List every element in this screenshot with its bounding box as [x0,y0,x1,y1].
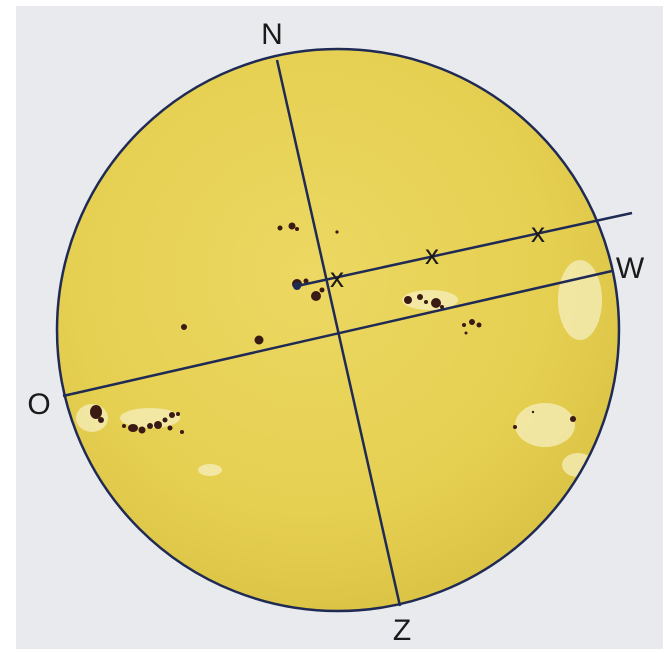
label-east: O [27,388,50,421]
track-mark-3: x [531,217,545,248]
label-south: Z [393,614,411,647]
solar-limb [55,47,621,613]
track-mark-2: x [425,239,439,270]
label-north: N [261,18,283,51]
sunspot-track-line [296,211,633,288]
label-west: W [616,252,645,285]
east-west-line [62,269,613,398]
track-start-dot [293,282,301,290]
track-mark-1: x [330,262,344,293]
